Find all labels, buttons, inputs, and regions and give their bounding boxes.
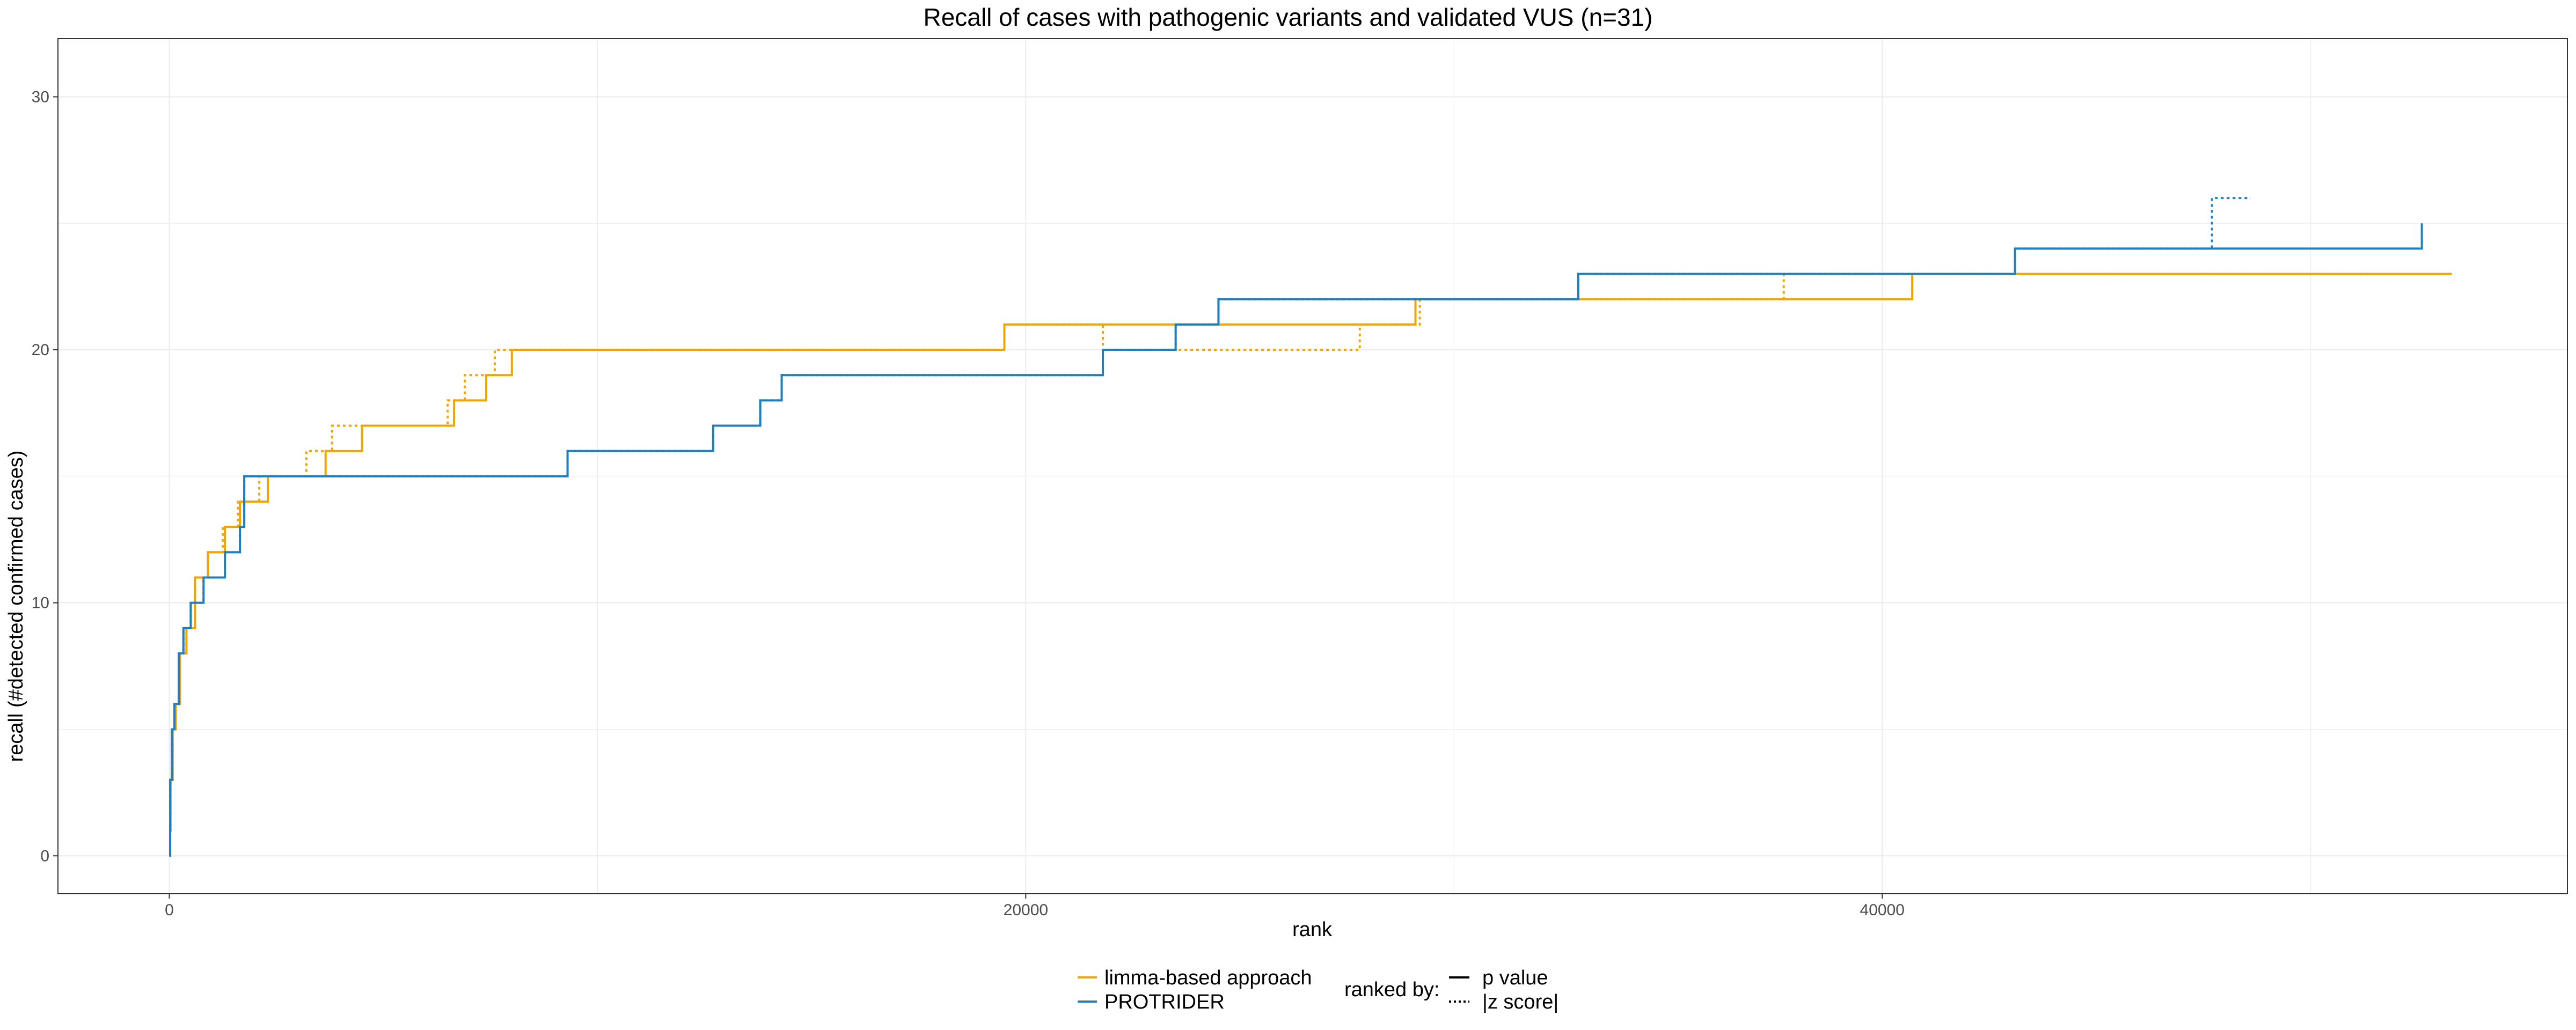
- x-tick-label: 40000: [1860, 901, 1905, 919]
- plot-panel-border: [57, 38, 2568, 894]
- x-axis: 0 20000 40000: [165, 894, 1905, 919]
- x-axis-title: rank: [1292, 918, 1333, 941]
- y-tick-label: 30: [32, 88, 49, 106]
- legend-title-ranked-by: ranked by:: [1344, 979, 1439, 1001]
- y-axis-title: recall (#detected confirmed cases): [5, 451, 27, 762]
- grid: [58, 39, 2567, 894]
- x-tick-label: 0: [165, 901, 174, 919]
- legend-item-limma: limma-based approach: [1078, 967, 1312, 989]
- chart-title: Recall of cases with pathogenic variants…: [923, 3, 1652, 31]
- legend-item-z-score: |z score|: [1449, 991, 1558, 1013]
- legend-label-p-value: p value: [1482, 967, 1548, 989]
- legend: limma-based approach PROTRIDER ranked by…: [1078, 967, 1558, 1013]
- series-line-protrider-p-value: [169, 223, 2423, 857]
- series-line-protrider-z-score: [169, 197, 2251, 857]
- legend-item-p-value: p value: [1449, 967, 1548, 989]
- series-lines: [169, 197, 2452, 857]
- legend-label-z-score: |z score|: [1482, 991, 1558, 1013]
- x-tick-label: 20000: [1004, 901, 1048, 919]
- legend-label-protrider: PROTRIDER: [1104, 991, 1225, 1013]
- y-tick-label: 0: [40, 847, 49, 865]
- legend-item-protrider: PROTRIDER: [1078, 991, 1225, 1013]
- y-tick-label: 20: [32, 341, 49, 359]
- legend-label-limma: limma-based approach: [1104, 967, 1312, 989]
- series-line-limma-p-value: [169, 273, 2452, 832]
- y-axis: 0 10 20 30: [32, 88, 58, 865]
- y-tick-label: 10: [32, 594, 49, 612]
